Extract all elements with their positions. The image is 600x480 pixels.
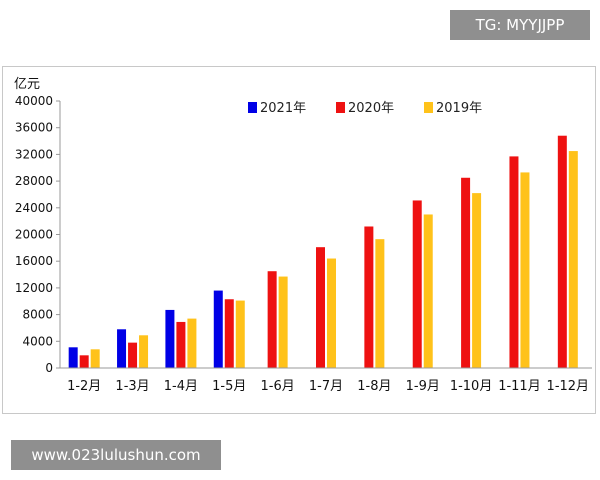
watermark-site: www.023lulushun.com — [11, 440, 221, 470]
y-tick-label: 16000 — [15, 254, 53, 268]
bar-2021年 — [68, 347, 78, 368]
x-tick-label: 1-2月 — [67, 379, 101, 394]
bar-2019年 — [187, 318, 197, 368]
bar-2019年 — [472, 193, 482, 368]
bar-2019年 — [278, 276, 288, 368]
bar-2019年 — [90, 349, 100, 368]
y-tick-label: 8000 — [22, 308, 53, 322]
bar-2020年 — [267, 271, 277, 368]
y-tick-label: 20000 — [15, 228, 53, 242]
x-tick-label: 1-12月 — [547, 379, 590, 394]
legend-swatch — [424, 102, 433, 113]
bar-2020年 — [412, 200, 422, 368]
bar-2020年 — [509, 156, 519, 368]
y-axis: 0 4000 8000 12000 16000 20000 24000 28000 32000 3… — [15, 94, 61, 375]
x-tick-label: 1-9月 — [406, 379, 440, 394]
bar-2019年 — [327, 258, 336, 368]
y-tick-label: 12000 — [15, 281, 53, 295]
x-tick-label: 1-7月 — [309, 379, 343, 394]
bar-2021年 — [213, 290, 223, 368]
bar-2020年 — [364, 226, 374, 368]
bar-2019年 — [235, 300, 245, 368]
x-tick-label: 1-10月 — [450, 379, 493, 394]
legend: 2021年 2020年 2019年 — [248, 101, 482, 116]
bar-2020年 — [461, 177, 471, 368]
x-axis: 1-2月 1-3月 1-4月 1-5月 1-6月 1-7月 1-8月 1-9月 1-10月 1-1… — [60, 367, 592, 394]
x-tick-label: 1-11月 — [498, 379, 541, 394]
legend-label: 2020年 — [348, 101, 394, 116]
x-tick-label: 1-6月 — [261, 379, 295, 394]
y-tick-label: 28000 — [15, 174, 53, 188]
bars — [68, 135, 578, 368]
y-tick-label: 40000 — [15, 94, 53, 108]
bar-2020年 — [128, 342, 138, 368]
bar-2021年 — [117, 329, 127, 368]
bar-2019年 — [520, 172, 530, 368]
y-tick-label: 24000 — [15, 201, 53, 215]
bar-2020年 — [176, 321, 186, 368]
bar-2019年 — [375, 239, 385, 368]
bar-2020年 — [79, 355, 89, 368]
bar-2020年 — [557, 135, 567, 368]
legend-swatch — [336, 102, 345, 113]
bar-2020年 — [316, 247, 325, 368]
y-tick-label: 0 — [45, 361, 53, 375]
x-tick-label: 1-4月 — [164, 379, 198, 394]
y-tick-label: 4000 — [22, 334, 53, 348]
bar-2021年 — [165, 309, 175, 368]
legend-label: 2019年 — [436, 101, 482, 116]
bar-2020年 — [224, 299, 234, 368]
bar-2019年 — [139, 335, 149, 368]
x-tick-label: 1-3月 — [115, 379, 149, 394]
bar-2019年 — [568, 151, 578, 368]
legend-label: 2021年 — [260, 101, 306, 116]
bar-2019年 — [423, 214, 433, 368]
y-tick-label: 32000 — [15, 147, 53, 161]
x-tick-label: 1-5月 — [212, 379, 246, 394]
legend-swatch — [248, 102, 257, 113]
watermark-tag: TG: MYYJJPP — [450, 10, 590, 40]
chart-frame — [2, 66, 596, 414]
x-tick-label: 1-8月 — [357, 379, 391, 394]
y-tick-label: 36000 — [15, 121, 53, 135]
y-axis-label: 亿元 — [14, 77, 40, 92]
